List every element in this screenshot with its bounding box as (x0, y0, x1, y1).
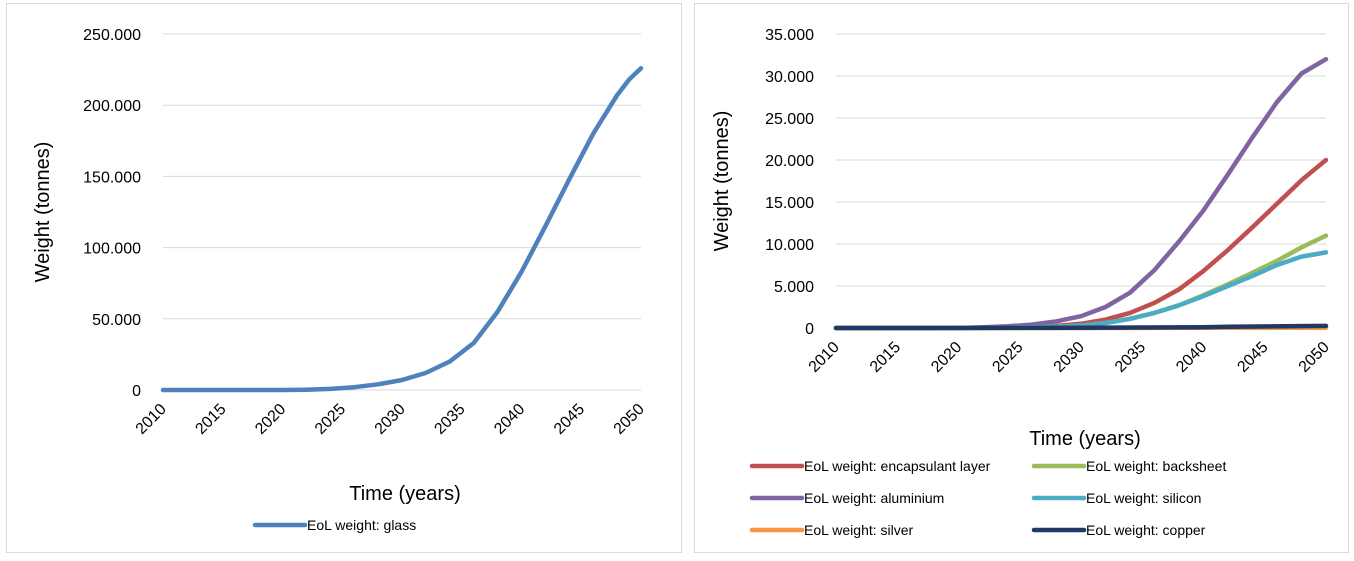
chart-2-legend-label-1: EoL weight: encapsulant layer (804, 458, 991, 474)
chart-2-legend-label-5: EoL weight: silver (804, 522, 914, 538)
chart-1-y-tick-label: 150.000 (83, 169, 141, 186)
chart-2-y-tick-label: 15.000 (765, 195, 814, 212)
chart-1-legend-label-1: EoL weight: glass (307, 517, 416, 533)
chart-2-legend-label-3: EoL weight: aluminium (804, 490, 944, 506)
chart-2-x-axis-title: Time (years) (1029, 428, 1140, 450)
chart-2-y-tick-label: 5.000 (774, 279, 814, 296)
chart-1-y-tick-label: 100.000 (83, 241, 141, 258)
chart-2-y-tick-label: 25.000 (765, 111, 814, 128)
chart-2-y-axis-title: Weight (tonnes) (711, 111, 733, 252)
chart-1-y-tick-label: 0 (132, 383, 141, 400)
chart-1-y-tick-label: 50.000 (92, 312, 141, 329)
chart-1-x-axis-title: Time (years) (349, 483, 460, 505)
chart-2-y-tick-label: 35.000 (765, 27, 814, 44)
chart-2-y-tick-label: 0 (805, 321, 814, 338)
chart-1-y-axis-title: Weight (tonnes) (32, 142, 54, 283)
chart-2-legend-label-6: EoL weight: copper (1086, 522, 1206, 538)
chart-2-series-line-6 (836, 326, 1326, 328)
chart-2-legend-label-2: EoL weight: backsheet (1086, 458, 1226, 474)
chart-1-y-tick-label: 200.000 (83, 98, 141, 115)
chart-2-y-tick-label: 10.000 (765, 237, 814, 254)
chart-1-frame (7, 4, 682, 553)
chart-2-legend-label-4: EoL weight: silicon (1086, 490, 1201, 506)
chart-1-y-tick-label: 250.000 (83, 27, 141, 44)
chart-2-y-tick-label: 30.000 (765, 69, 814, 86)
chart-2-y-tick-label: 20.000 (765, 153, 814, 170)
